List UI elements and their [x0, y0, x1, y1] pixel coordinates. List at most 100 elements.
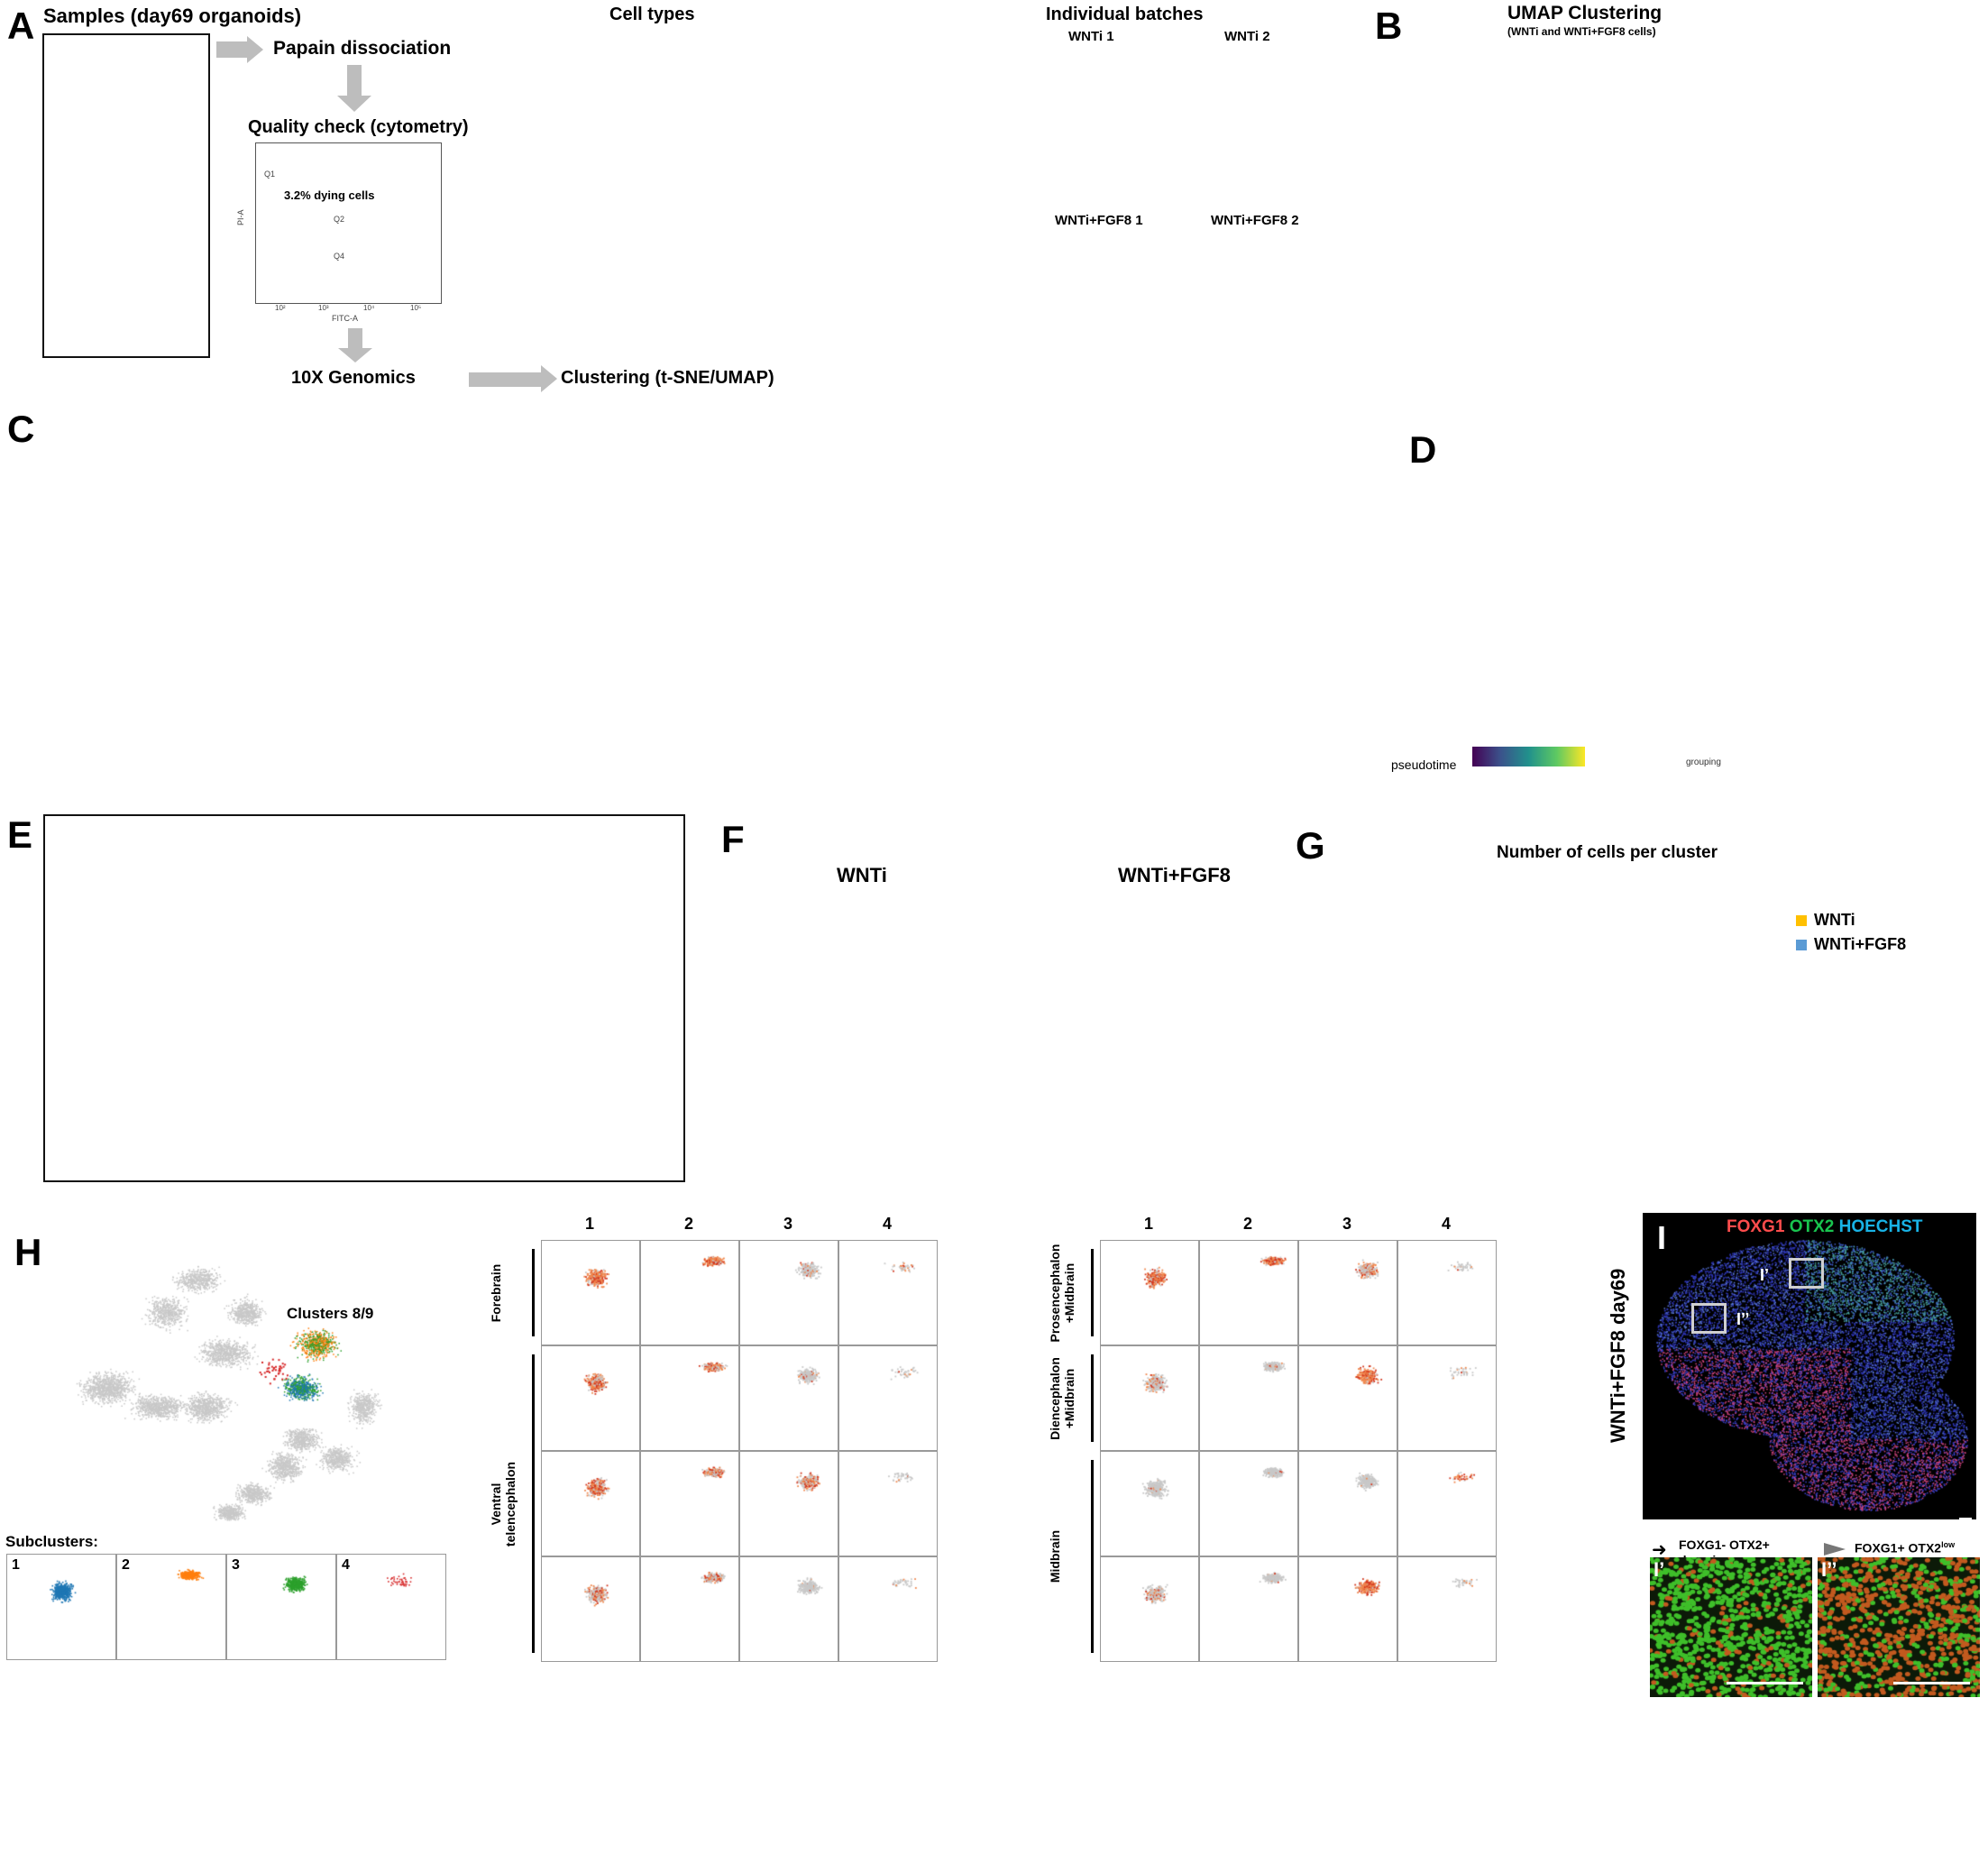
region-group-label: Forebrain [489, 1263, 503, 1322]
marker-scatter [1398, 1557, 1496, 1661]
legend-arrowhead-line1: FOXG1+ OTX2 [1855, 1540, 1942, 1556]
pseudotime-ticks [1472, 768, 1585, 783]
column-number: 2 [1243, 1215, 1253, 1233]
marker-cell [1298, 1240, 1397, 1345]
marker-cell [1397, 1345, 1497, 1451]
group-bracket [1091, 1460, 1094, 1653]
marker-scatter [1398, 1346, 1496, 1450]
marker-scatter [740, 1241, 838, 1345]
marker-cell [838, 1240, 938, 1345]
scale-bar [1893, 1682, 1970, 1684]
cytometry-xlabel: FITC-A [332, 314, 358, 323]
marker-scatter [1101, 1241, 1198, 1345]
marker-cell [739, 1240, 838, 1345]
arrowhead-icon [1824, 1543, 1846, 1556]
legend-label: WNTi [1814, 911, 1855, 929]
marker-cell [739, 1451, 838, 1556]
column-number: 4 [883, 1215, 893, 1233]
marker-scatter [1101, 1557, 1198, 1661]
panel-label-g: G [1296, 824, 1325, 867]
x-tick: 10⁵ [410, 304, 422, 312]
marker-scatter [641, 1346, 738, 1450]
subcluster-box: 1 [6, 1554, 116, 1660]
marker-cell [1298, 1451, 1397, 1556]
samples-title: Samples (day69 organoids) [43, 5, 302, 27]
chart-title: Number of cells per cluster [1497, 843, 1718, 862]
scale-bar [1727, 1682, 1803, 1684]
marker-scatter [1200, 1452, 1297, 1556]
chart-legend-item: WNTi+FGF8 [1796, 935, 1906, 954]
chart-legend-item: WNTi [1796, 911, 1855, 930]
batch-title-wnti2: WNTi 2 [1224, 29, 1270, 44]
panel-e-box [43, 814, 685, 1182]
group-bracket [532, 1249, 535, 1336]
marker-scatter [1200, 1346, 1297, 1450]
region-group-label: Midbrain [1048, 1529, 1062, 1583]
marker-cell [640, 1345, 739, 1451]
marker-scatter [1299, 1346, 1397, 1450]
stain-foxg1: FOXG1 [1727, 1217, 1785, 1236]
arrow-icon: ➜ [1652, 1540, 1667, 1560]
h-marker-grid-right: 1 2 3 4 Prosencephalon +Midbrain Diencephalon… [1046, 1190, 1623, 1854]
group-bracket [1091, 1249, 1094, 1336]
column-number: 2 [684, 1215, 694, 1233]
marker-scatter [839, 1557, 937, 1661]
subcluster-box: 3 [226, 1554, 336, 1660]
marker-scatter [839, 1346, 937, 1450]
step-10x: 10X Genomics [291, 368, 416, 388]
arrow-right-icon [216, 41, 248, 58]
panel-label-a: A [7, 5, 35, 47]
arrow-head-icon [247, 36, 263, 63]
grouping-legend [1729, 739, 1928, 794]
marker-cell [1100, 1240, 1199, 1345]
group-bracket [532, 1354, 535, 1653]
cytometry-ylabel: PI-A [236, 209, 245, 225]
marker-scatter [1200, 1557, 1297, 1661]
arrow-right-icon [469, 372, 541, 387]
umap-cluster-labels [1434, 9, 1812, 388]
marker-cell [1199, 1556, 1298, 1662]
scale-bar [1959, 1518, 1972, 1521]
inset-i1-label: I’ [1654, 1558, 1665, 1581]
f-fgf8-labels [996, 848, 1285, 1190]
panel-label-b: B [1375, 5, 1403, 47]
bar-chart: WNTi WNTi+FGF8 [1289, 866, 1988, 1190]
subcluster-box: 4 [336, 1554, 446, 1660]
subcluster-scatter [337, 1555, 445, 1659]
marker-cell [1100, 1451, 1199, 1556]
marker-scatter [740, 1346, 838, 1450]
marker-cell [1298, 1556, 1397, 1662]
panel-label-i: I [1657, 1219, 1667, 1256]
marker-cell [640, 1451, 739, 1556]
marker-scatter [839, 1241, 937, 1345]
batches-title: Individual batches [1046, 5, 1204, 24]
marker-scatter [839, 1452, 937, 1556]
pseudotime-colorbar [1472, 747, 1585, 766]
arrow-head-icon [337, 96, 371, 112]
x-tick: 10⁴ [363, 304, 375, 312]
marker-cell [640, 1240, 739, 1345]
column-number: 3 [1342, 1215, 1352, 1233]
marker-cell [1100, 1556, 1199, 1662]
samples-box [42, 33, 210, 358]
legend-label: WNTi+FGF8 [1814, 935, 1907, 953]
x-tick: 10³ [318, 304, 329, 312]
column-number: 1 [1144, 1215, 1154, 1233]
marker-scatter [542, 1346, 639, 1450]
marker-cell [1199, 1345, 1298, 1451]
region-group-label: Diencephalon +Midbrain [1048, 1356, 1076, 1440]
marker-scatter [740, 1452, 838, 1556]
batch-title-fgf8-1: WNTi+FGF8 1 [1055, 213, 1143, 228]
clusters-8-9-label: Clusters 8/9 [287, 1305, 374, 1322]
marker-cell [1298, 1345, 1397, 1451]
marker-scatter [641, 1241, 738, 1345]
f-wnti-labels [707, 848, 995, 1190]
marker-scatter [542, 1241, 639, 1345]
panel-label-e: E [7, 813, 33, 856]
subcluster-scatter [227, 1555, 335, 1659]
x-tick: 10² [275, 304, 286, 312]
inset-label-i2: I’’ [1736, 1310, 1750, 1328]
marker-cell [838, 1345, 938, 1451]
marker-scatter [1398, 1452, 1496, 1556]
